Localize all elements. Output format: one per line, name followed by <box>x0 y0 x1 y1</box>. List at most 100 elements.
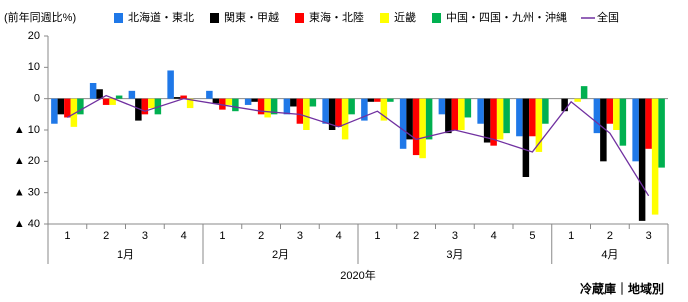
x-tick-label: 4 <box>336 230 342 242</box>
bar <box>115 95 123 99</box>
bar <box>70 98 78 127</box>
bar <box>148 98 155 109</box>
bar <box>374 98 381 102</box>
y-tick-label: ▲ 10 <box>14 124 40 136</box>
bar <box>606 98 614 124</box>
group-label: 1月 <box>117 249 134 261</box>
bar <box>264 98 271 118</box>
bar <box>380 98 388 121</box>
x-tick-label: 1 <box>568 230 574 242</box>
bar <box>251 98 258 102</box>
bar <box>167 70 174 99</box>
y-tick-label: 20 <box>28 30 40 42</box>
bar <box>89 83 97 99</box>
x-tick-label: 4 <box>181 230 187 242</box>
bar <box>503 98 510 134</box>
x-tick-label: 2 <box>103 230 109 242</box>
bar <box>283 98 291 115</box>
bar <box>387 98 394 102</box>
bar <box>328 98 336 130</box>
bar <box>658 98 665 168</box>
bar <box>638 98 646 221</box>
chart-note: 冷蔵庫｜地域別 <box>580 281 664 296</box>
y-axis-label: (前年同週比%) <box>4 10 76 24</box>
bar <box>399 98 407 149</box>
y-tick-label: 10 <box>28 61 40 73</box>
bar <box>135 98 142 121</box>
x-tick-label: 2 <box>607 230 613 242</box>
bar <box>102 98 110 105</box>
line-series <box>67 94 650 197</box>
x-tick-label: 2 <box>413 230 419 242</box>
group-label: 3月 <box>446 249 463 261</box>
bar <box>96 89 103 99</box>
x-tick-label: 1 <box>64 230 70 242</box>
y-tick-label: 0 <box>34 93 40 105</box>
legend-label: 近畿 <box>394 10 416 24</box>
group-label: 4月 <box>601 249 618 261</box>
legend-label: 東海・北陸 <box>309 10 364 24</box>
legend-label: 北海道・東北 <box>128 10 194 24</box>
x-tick-label: 4 <box>491 230 497 242</box>
bar <box>361 98 368 121</box>
bar <box>186 98 194 109</box>
legend-marker <box>432 13 441 23</box>
bar <box>632 98 639 162</box>
x-tick-label: 2 <box>258 230 264 242</box>
bar <box>535 98 543 152</box>
bar <box>348 98 355 115</box>
legend-marker <box>210 13 219 23</box>
bar <box>593 98 601 134</box>
bar <box>516 98 523 137</box>
x-tick-label: 3 <box>297 230 303 242</box>
bar <box>244 98 252 105</box>
bar <box>425 98 433 140</box>
bar <box>619 98 627 146</box>
bar <box>335 98 342 127</box>
bar <box>296 98 304 124</box>
bar <box>645 98 652 149</box>
bar <box>522 98 530 177</box>
bar <box>57 98 65 115</box>
bar <box>542 98 549 124</box>
bar <box>600 98 607 162</box>
x-tick-label: 1 <box>374 230 380 242</box>
bar <box>651 98 659 215</box>
bar <box>464 98 472 118</box>
bar <box>309 98 317 107</box>
bar <box>574 98 581 102</box>
bar <box>232 98 239 112</box>
bar <box>290 98 297 107</box>
bar <box>219 98 226 110</box>
group-label: 2月 <box>272 249 289 261</box>
bar <box>458 98 465 130</box>
bar <box>64 98 71 118</box>
legend-marker <box>114 13 123 23</box>
bar <box>225 98 233 105</box>
x-tick-label: 1 <box>219 230 225 242</box>
bar <box>483 98 491 143</box>
bar <box>445 98 452 134</box>
bar <box>257 98 265 115</box>
bar <box>212 98 220 104</box>
bar <box>613 98 620 130</box>
y-tick-label: ▲ 30 <box>14 187 40 199</box>
bar <box>206 90 213 99</box>
legend-marker <box>380 13 389 23</box>
bar <box>412 98 420 156</box>
legend-marker <box>295 13 304 23</box>
x-tick-label: 3 <box>646 230 652 242</box>
x-tick-label: 3 <box>452 230 458 242</box>
bar <box>496 98 504 140</box>
bar <box>128 90 136 99</box>
bar <box>51 98 58 124</box>
bar <box>180 95 187 99</box>
bar <box>561 98 568 112</box>
bar <box>367 98 375 102</box>
bar <box>270 98 278 115</box>
bar <box>419 98 426 159</box>
x-tick-label: 3 <box>142 230 148 242</box>
bar <box>451 98 459 130</box>
x-tick-label: 5 <box>529 230 535 242</box>
